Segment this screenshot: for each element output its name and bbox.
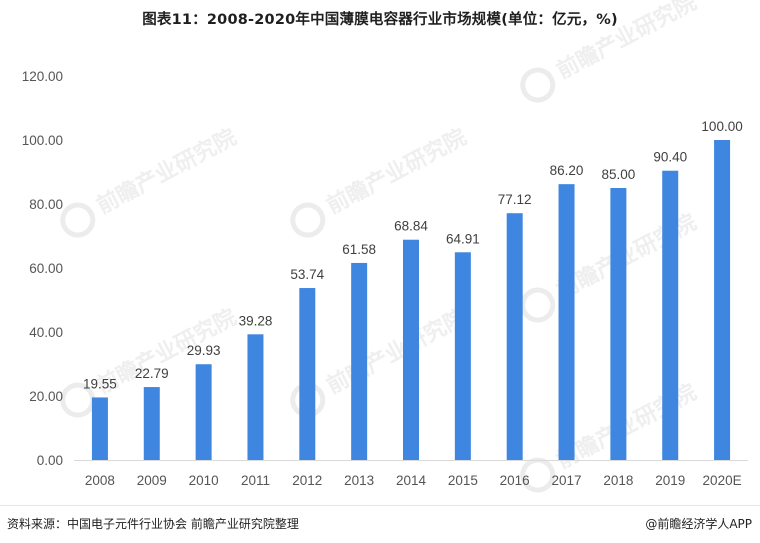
x-tick-label: 2008 — [85, 473, 115, 488]
data-label: 53.74 — [290, 267, 324, 282]
watermark: 前瞻产业研究院 — [520, 0, 700, 103]
watermark-logo-icon — [520, 287, 556, 323]
watermark-text: 前瞻产业研究院 — [552, 0, 700, 83]
watermark-logo-icon — [60, 202, 96, 238]
bar — [454, 252, 471, 460]
watermark: 前瞻产业研究院 — [290, 124, 470, 238]
bar — [714, 140, 731, 460]
bar — [506, 213, 523, 460]
x-tick-label: 2018 — [603, 473, 633, 488]
bar — [351, 262, 368, 460]
y-tick-label: 20.00 — [29, 389, 63, 404]
footer-divider — [0, 505, 760, 506]
data-label: 86.20 — [550, 163, 584, 178]
x-axis: 2008 2009 2010 2011 2012 2013 2014 2015 2016 2017… — [74, 460, 748, 488]
x-tick-label: 2012 — [292, 473, 322, 488]
bar — [91, 397, 108, 460]
data-label: 39.28 — [239, 313, 273, 328]
watermark-text: 前瞻产业研究院 — [322, 124, 470, 218]
x-tick-label: 2014 — [396, 473, 427, 488]
watermark-text: 前瞻产业研究院 — [322, 304, 470, 398]
bar — [662, 170, 679, 460]
watermark-logo-icon — [520, 67, 556, 103]
y-tick-label: 120.00 — [22, 69, 63, 84]
bar — [195, 364, 212, 460]
watermark-logo-icon — [290, 202, 326, 238]
bar — [143, 387, 160, 460]
x-tick-label: 2009 — [137, 473, 167, 488]
y-tick-label: 60.00 — [29, 261, 63, 276]
bar — [610, 188, 627, 460]
data-label: 90.40 — [653, 150, 687, 165]
x-tick-label: 2019 — [655, 473, 685, 488]
bars: 19.55 22.79 29.93 39.28 53.74 61.58 68.84 64.91… — [83, 119, 743, 460]
data-label: 22.79 — [135, 366, 169, 381]
x-tick-label: 2015 — [448, 473, 478, 488]
watermark-logo-icon — [520, 457, 556, 493]
data-label: 19.55 — [83, 376, 117, 391]
y-tick-label: 0.00 — [37, 453, 63, 468]
y-axis: 0.00 20.00 40.00 60.00 80.00 100.00 120.00 — [22, 69, 63, 468]
brand-credit: @前瞻经济学人APP — [645, 515, 752, 532]
bar — [558, 184, 575, 460]
x-tick-label: 2016 — [500, 473, 530, 488]
x-tick-label: 2017 — [552, 473, 582, 488]
footer: 资料来源：中国电子元件行业协会 前瞻产业研究院整理 @前瞻经济学人APP — [0, 512, 760, 536]
data-label: 77.12 — [498, 192, 532, 207]
data-label: 68.84 — [394, 219, 428, 234]
x-tick-label: 2011 — [241, 473, 270, 488]
watermark-logo-icon — [60, 382, 96, 418]
bar — [403, 239, 419, 460]
y-tick-label: 80.00 — [29, 197, 63, 212]
bar — [247, 334, 264, 460]
y-tick-label: 100.00 — [22, 133, 63, 148]
y-tick-label: 40.00 — [29, 325, 63, 340]
data-label: 64.91 — [446, 231, 480, 246]
watermark: 前瞻产业研究院 — [60, 124, 240, 238]
x-tick-label: 2013 — [344, 473, 374, 488]
x-tick-label: 2020E — [703, 473, 742, 488]
data-label: 85.00 — [601, 167, 635, 182]
data-label: 29.93 — [187, 343, 221, 358]
x-tick-label: 2010 — [189, 473, 219, 488]
data-label: 100.00 — [701, 119, 742, 134]
brand-credit-text: @前瞻经济学人APP — [645, 517, 752, 531]
data-label: 61.58 — [342, 242, 376, 257]
bar — [299, 288, 316, 460]
chart-title: 图表11：2008-2020年中国薄膜电容器行业市场规模(单位：亿元，%) — [142, 12, 618, 28]
watermark-text: 前瞻产业研究院 — [92, 124, 240, 218]
source-note: 资料来源：中国电子元件行业协会 前瞻产业研究院整理 — [7, 517, 299, 531]
